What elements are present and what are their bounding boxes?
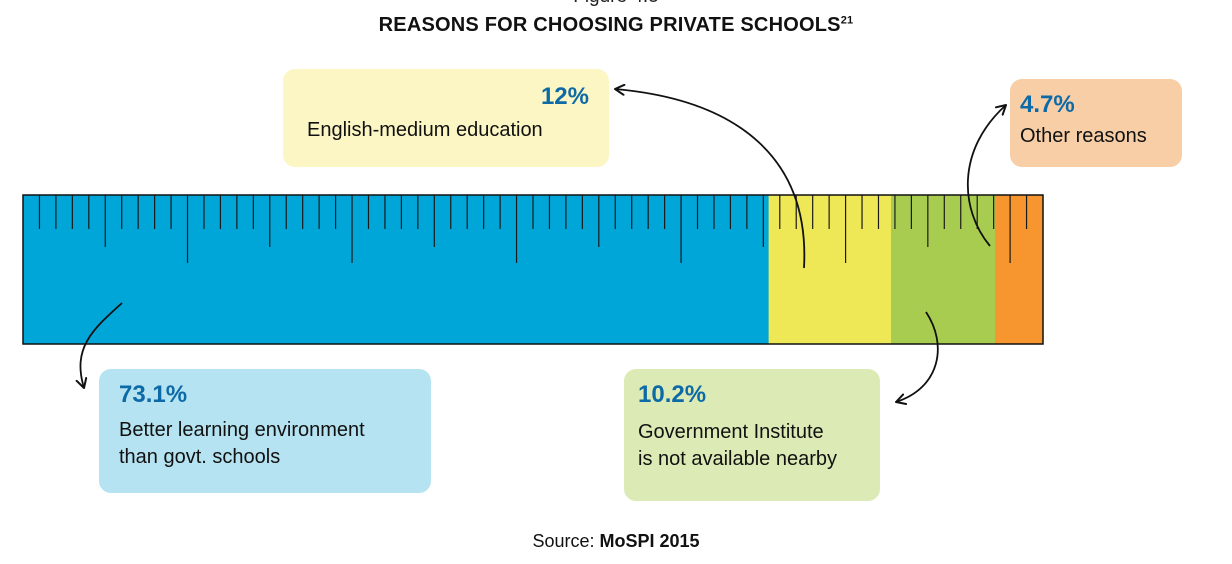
bar-segment-english-medium xyxy=(768,195,892,344)
bar-segments xyxy=(23,195,1044,344)
source-note: Source: MoSPI 2015 xyxy=(0,531,1232,552)
ruler-ticks xyxy=(38,195,1028,263)
callout-english-medium: 12% English-medium education xyxy=(283,69,609,167)
bar-outline xyxy=(22,194,1044,345)
value-label-govt-not-nearby: 10.2% xyxy=(638,381,707,408)
category-label-govt-not-nearby: Government Institute is not available ne… xyxy=(638,421,838,470)
callout-other-reasons: 4.7% Other reasons xyxy=(1010,79,1182,167)
value-label-better-learning: 73.1% xyxy=(119,381,188,408)
chart-title-text: REASONS FOR CHOOSING PRIVATE SCHOOLS xyxy=(378,14,841,36)
category-label-other-reasons: Other reasons xyxy=(1020,125,1147,147)
figure-label: Figure 4.5 xyxy=(0,0,1232,8)
arrow-govt xyxy=(895,311,939,406)
category-label-better-learning: Better learning environment than govt. s… xyxy=(119,419,365,468)
arrow-english xyxy=(614,83,806,269)
value-label-english-medium: 12% xyxy=(540,83,589,110)
callout-arrows xyxy=(75,83,1007,406)
arrow-other xyxy=(967,104,1007,247)
callout-govt-not-nearby: 10.2% Government Institute is not availa… xyxy=(624,369,880,501)
source-name: MoSPI 2015 xyxy=(599,531,700,551)
arrow-better xyxy=(75,302,123,389)
bar-segment-govt-not-nearby xyxy=(891,195,996,344)
source-prefix: Source: xyxy=(532,531,600,551)
value-label-other-reasons: 4.7% xyxy=(1020,91,1075,118)
chart-title: REASONS FOR CHOOSING PRIVATE SCHOOLS21 xyxy=(0,14,1232,37)
title-footnote: 21 xyxy=(840,14,854,27)
category-label-english-medium: English-medium education xyxy=(307,119,543,141)
bar-segment-other-reasons xyxy=(995,195,1044,344)
callout-better-learning: 73.1% Better learning environment than g… xyxy=(99,369,431,493)
bar-segment-better-learning xyxy=(23,195,770,344)
